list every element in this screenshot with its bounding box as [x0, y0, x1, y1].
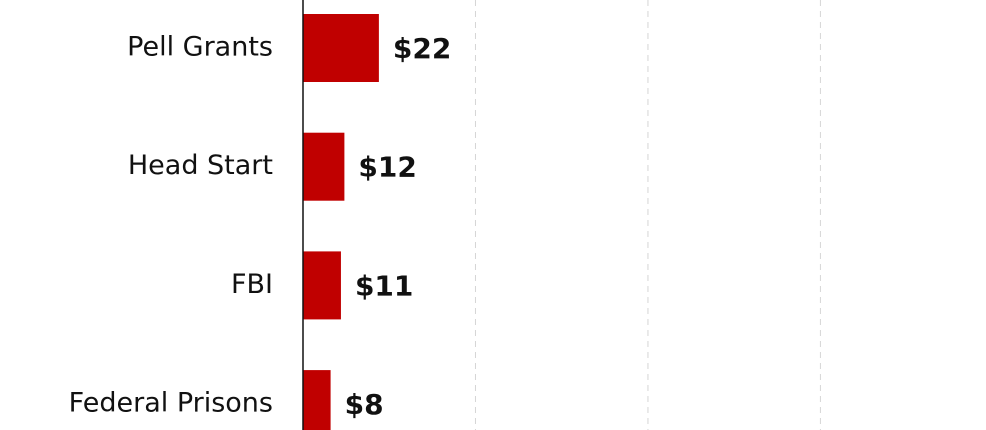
category-label: Federal Prisons	[69, 388, 273, 419]
bar	[303, 370, 331, 430]
bar	[303, 251, 341, 320]
value-label: $12	[358, 151, 416, 184]
value-label: $8	[345, 388, 384, 421]
value-label: $22	[393, 32, 451, 65]
category-label: Head Start	[128, 150, 273, 181]
bar	[303, 132, 345, 201]
category-label: Pell Grants	[127, 32, 273, 63]
value-label: $11	[355, 269, 413, 302]
category-label: FBI	[231, 269, 273, 300]
bar	[303, 14, 379, 82]
